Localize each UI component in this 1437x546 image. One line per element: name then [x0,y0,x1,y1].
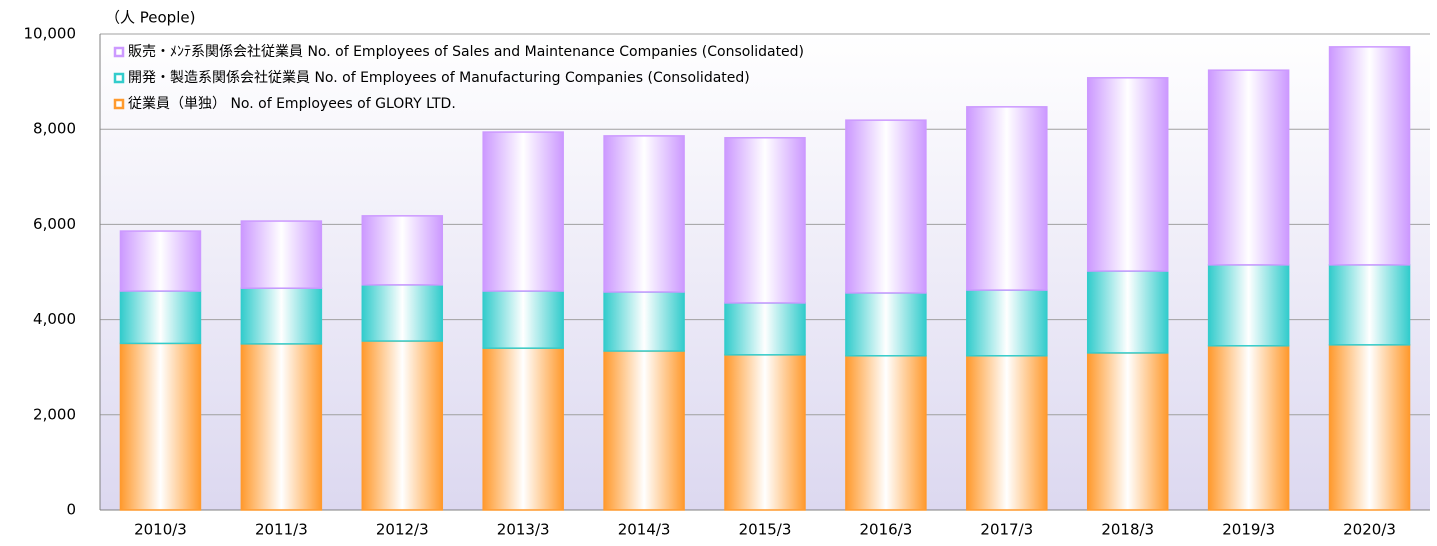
bar-segment [1207,69,1290,266]
bar-segment [845,292,927,357]
bar-segment [240,220,323,289]
y-tick-label: 8,000 [33,120,76,138]
legend-label: 販売・ﾒﾝﾃ系関係会社従業員 No. of Employees of Sales… [128,44,804,60]
y-tick-label: 10,000 [24,25,77,43]
bar-segment [603,291,685,352]
legend-label: 開発・製造系関係会社従業員 No. of Employees of Manufa… [128,70,750,86]
bar-segment [603,350,685,511]
bar-segment [482,347,564,511]
bar-segment [966,355,1048,511]
bar-segment [845,119,927,294]
x-tick-label: 2015/3 [739,521,792,539]
x-tick-label: 2013/3 [497,521,550,539]
legend-swatch [113,72,125,84]
bar-segment [1207,264,1290,347]
x-tick-label: 2019/3 [1222,521,1275,539]
bar-segment [1328,264,1411,346]
y-tick-label: 2,000 [33,405,76,423]
legend-label: 従業員（単独） No. of Employees of GLORY LTD. [128,96,456,112]
bar-segment [119,290,202,345]
y-unit-label: （人 People) [105,9,195,27]
bar-segment [966,289,1048,357]
bar-segment [361,215,444,286]
bar-segment [1086,270,1169,354]
bar-segment [240,343,323,511]
x-tick-label: 2020/3 [1343,521,1396,539]
y-tick-label: 6,000 [33,215,76,233]
legend-swatch [113,98,125,110]
legend-swatch [113,46,125,58]
bar-segment [1086,352,1169,511]
bar-segment [724,302,806,356]
bar-segment [482,290,564,349]
x-tick-label: 2012/3 [376,521,429,539]
x-tick-label: 2011/3 [255,521,308,539]
bar-segment [119,230,202,292]
bar-segment [1328,46,1411,266]
y-tick-label: 0 [66,501,76,519]
bar-segment [724,354,806,511]
x-tick-label: 2016/3 [860,521,913,539]
x-tick-label: 2017/3 [980,521,1033,539]
bar-segment [240,287,323,345]
x-tick-label: 2018/3 [1101,521,1154,539]
bar-segment [1328,344,1411,511]
bar-segment [966,106,1048,291]
bar-segment [845,355,927,511]
x-tick-label: 2010/3 [134,521,187,539]
bar-segment [482,131,564,292]
bar-segment [361,340,444,511]
bar-segment [361,284,444,342]
bar-segment [1086,77,1169,272]
x-tick-label: 2014/3 [618,521,671,539]
bar-segment [724,137,806,304]
y-tick-label: 4,000 [33,310,76,328]
bar-segment [1207,345,1290,511]
bar-segment [603,135,685,293]
bar-segment [119,342,202,511]
